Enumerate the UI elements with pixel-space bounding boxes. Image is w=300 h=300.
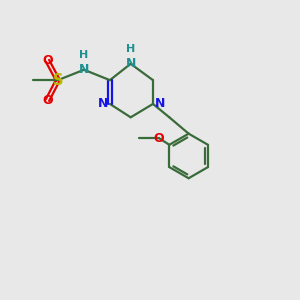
Text: H: H — [126, 44, 135, 54]
Text: O: O — [42, 94, 53, 106]
Text: O: O — [42, 54, 53, 67]
Text: H: H — [80, 50, 88, 60]
Text: N: N — [98, 98, 108, 110]
Text: N: N — [79, 63, 89, 76]
Text: O: O — [154, 132, 164, 145]
Text: S: S — [52, 73, 63, 88]
Text: N: N — [125, 57, 136, 70]
Text: N: N — [154, 98, 165, 110]
